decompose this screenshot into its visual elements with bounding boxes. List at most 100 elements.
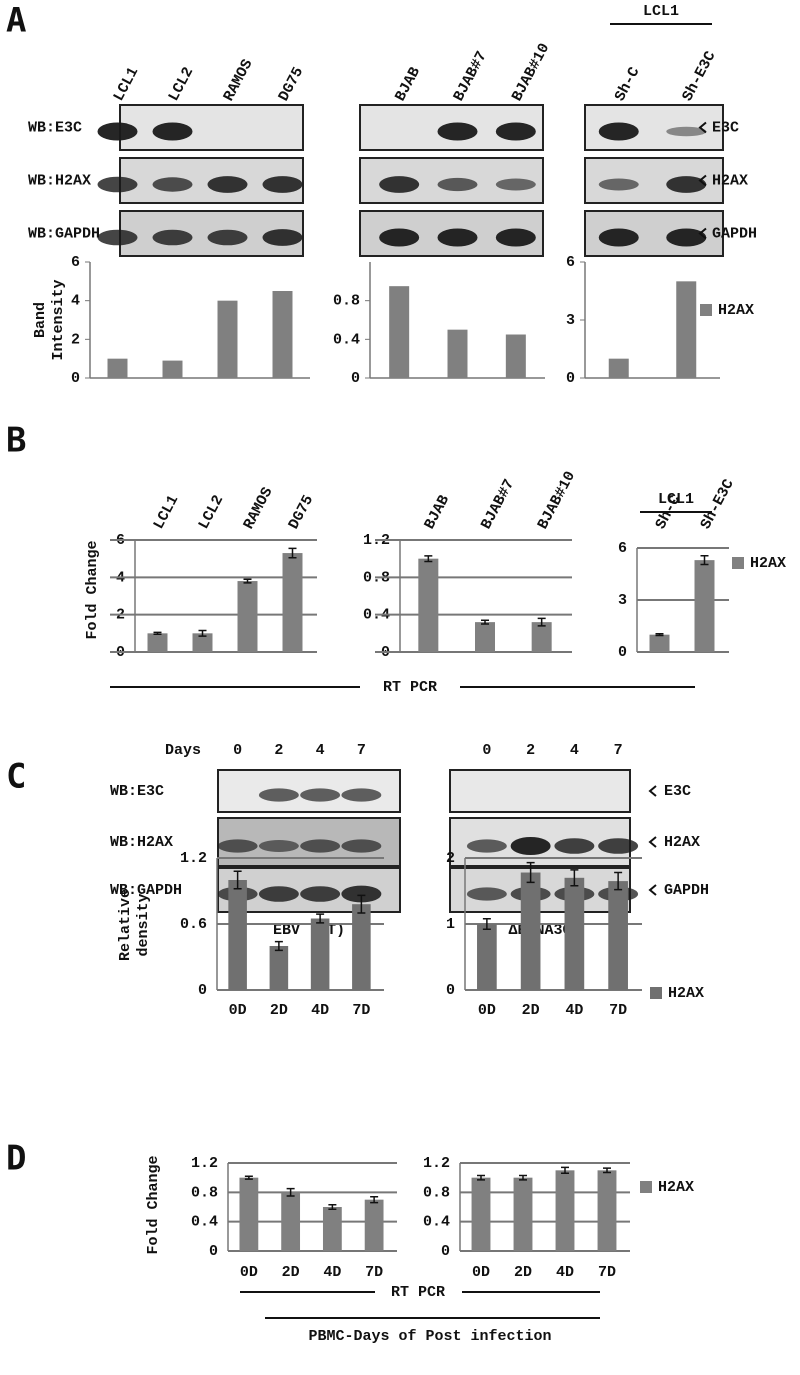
error-bar (370, 1195, 379, 1204)
y-tick-label: 6 (618, 540, 627, 557)
blot-row-label: WB:GAPDH (110, 882, 182, 899)
blot-marker-label: H2AX (712, 172, 748, 189)
blot-band (598, 122, 639, 141)
category-label: 7D (609, 1002, 627, 1019)
bar (281, 1192, 301, 1251)
bar (608, 881, 628, 990)
error-bar (198, 629, 207, 637)
bar (310, 918, 330, 990)
blot (449, 769, 631, 813)
bar (477, 924, 497, 990)
bar (162, 360, 183, 378)
legend-swatch (700, 304, 712, 316)
legend-label: H2AX (718, 302, 754, 319)
days-label: Days (165, 742, 201, 759)
y-tick-label: 0.4 (191, 1214, 218, 1231)
blot-band (262, 176, 303, 193)
bar (217, 300, 238, 378)
bar (237, 581, 258, 652)
y-tick-label: 0 (71, 370, 80, 387)
category-label: 4D (323, 1264, 341, 1281)
y-tick-label: 1.2 (423, 1155, 450, 1172)
blot-band (379, 176, 420, 193)
bar (352, 904, 371, 990)
blot-band (341, 839, 382, 853)
y-axis-label: Relative (117, 889, 134, 961)
error-bar (519, 1174, 527, 1181)
y-axis-label: density (135, 893, 152, 956)
caption: PBMC-Days of Post infection (308, 1328, 551, 1345)
y-tick-label: 0 (618, 644, 627, 661)
blot-band (300, 788, 341, 802)
marker-arrow (698, 121, 707, 134)
y-tick-label: 1.2 (191, 1155, 218, 1172)
y-tick-label: 0 (446, 982, 455, 999)
error-bar (316, 913, 325, 924)
blot-row-label: WB:H2AX (28, 172, 91, 189)
panel-label: D (6, 1139, 26, 1179)
bar (471, 1177, 491, 1251)
y-tick-label: 1.2 (180, 850, 207, 867)
bar (228, 880, 247, 990)
blot-row-label: WB:H2AX (110, 834, 173, 851)
blot-band (437, 177, 478, 192)
blot-band (554, 838, 595, 854)
blot-band (495, 122, 536, 141)
blot-band (495, 178, 536, 191)
error-bar (655, 633, 664, 637)
category-label: 4D (311, 1002, 329, 1019)
error-bar (243, 578, 252, 584)
bar (418, 558, 439, 652)
day-label: 4 (316, 742, 325, 759)
error-bar (244, 1175, 253, 1180)
bar (389, 286, 410, 378)
bar (364, 1199, 384, 1251)
marker-arrow (648, 836, 657, 848)
legend-label: H2AX (750, 555, 786, 572)
day-label: 0 (233, 742, 242, 759)
blot-band (437, 122, 478, 141)
blot-band (341, 788, 382, 802)
blot-band (258, 788, 299, 802)
blot-band (666, 176, 707, 193)
y-tick-label: 6 (566, 254, 575, 271)
bar (475, 622, 495, 652)
marker-arrow (698, 227, 707, 240)
y-tick-label: 4 (71, 293, 80, 310)
error-bar (288, 547, 297, 559)
category-label: 2D (514, 1264, 532, 1281)
blot-marker-label: GAPDH (664, 882, 709, 899)
legend-label: H2AX (668, 985, 704, 1002)
error-bar (482, 917, 491, 931)
y-tick-label: 3 (566, 312, 575, 329)
blot-band (262, 229, 303, 246)
blot-band (152, 177, 193, 192)
blot-band (598, 838, 639, 854)
error-bar (526, 861, 535, 884)
error-bar (481, 619, 489, 625)
category-label: 0D (229, 1002, 247, 1019)
blot-row-label: WB:GAPDH (28, 225, 100, 242)
bar (147, 633, 168, 652)
blot-band (437, 228, 478, 247)
blot-row-label: WB:E3C (28, 119, 82, 136)
error-bar (153, 631, 162, 636)
y-axis-label: Fold Change (145, 1155, 162, 1254)
error-bar (424, 555, 433, 563)
bar (272, 291, 293, 378)
error-bar (357, 894, 366, 914)
blot-row-label: WB:E3C (110, 783, 164, 800)
y-tick-label: 6 (71, 254, 80, 271)
error-bar (274, 940, 283, 952)
blot-band (152, 122, 193, 141)
y-tick-label: 0.4 (333, 331, 360, 348)
panel-label: B (6, 421, 26, 461)
blot-band (258, 840, 299, 852)
bar (564, 877, 585, 990)
marker-arrow (648, 884, 657, 896)
y-tick-label: 3 (618, 592, 627, 609)
day-label: 0 (482, 742, 491, 759)
y-tick-label: 0.4 (423, 1214, 450, 1231)
y-tick-label: 2 (446, 850, 455, 867)
